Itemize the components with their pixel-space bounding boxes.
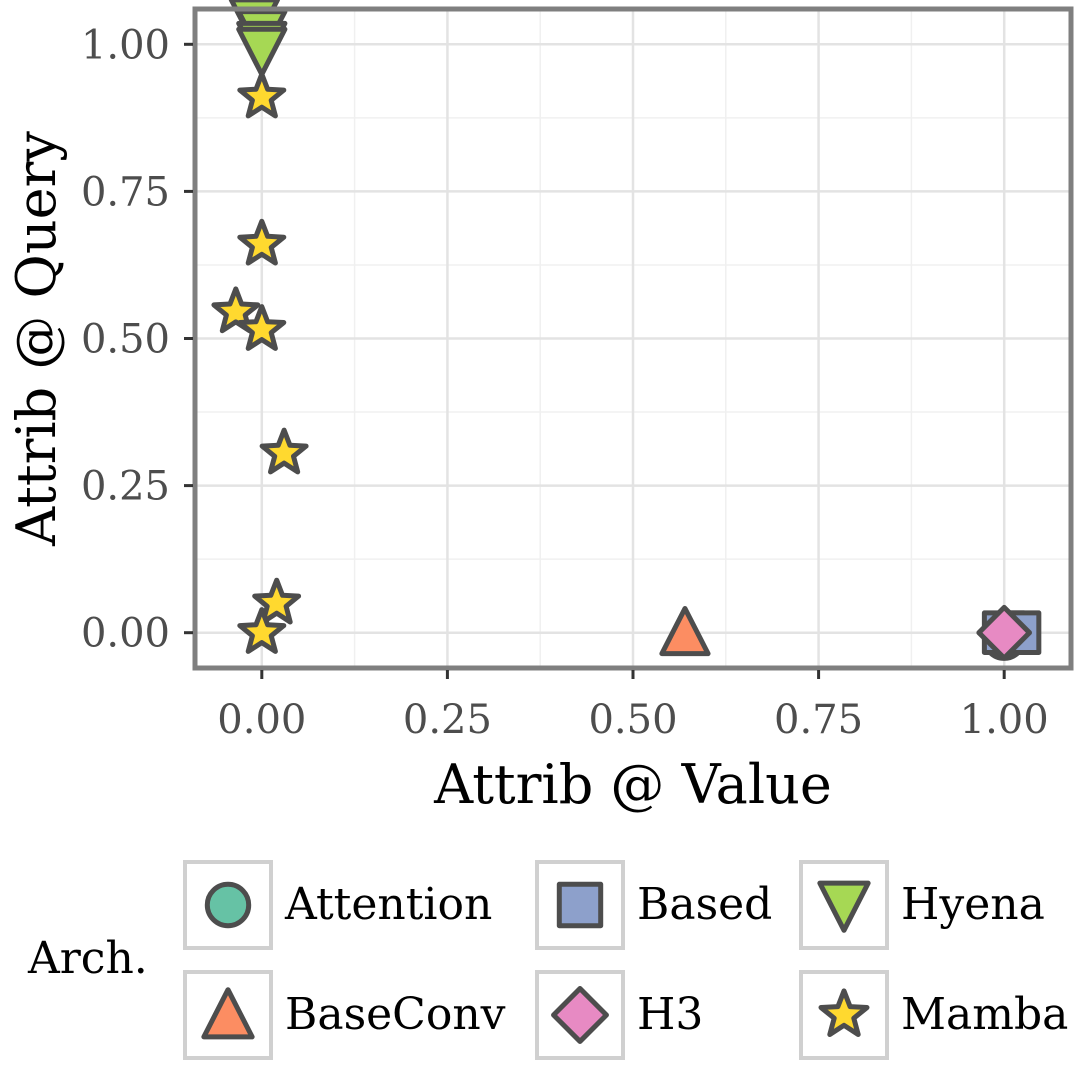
legend-label-h3: H3 [637, 989, 703, 1040]
legend-label-attention: Attention [284, 879, 492, 930]
x-tick-label: 0.25 [403, 697, 492, 743]
point-baseconv [659, 605, 711, 657]
legend: Arch. Attention Based Hyena BaseConv H3 Mamba [27, 860, 1068, 1060]
point-hyena [236, 26, 288, 77]
axis-ticks: 0.00 0.25 0.50 0.75 1.00 0.00 0.25 0.50 0.75 1.00 [81, 22, 1049, 743]
legend-key-box [183, 860, 273, 950]
point-mamba [237, 304, 287, 351]
x-tick-label: 1.00 [960, 697, 1049, 743]
legend-label-baseconv: BaseConv [285, 989, 506, 1040]
y-tick-label: 1.00 [81, 22, 170, 68]
y-tick-label: 0.50 [81, 317, 170, 363]
legend-marker-based [556, 881, 604, 929]
legend-marker-hyena [817, 880, 871, 933]
point-mamba [259, 427, 309, 475]
y-tick-label: 0.75 [81, 169, 170, 215]
point-h3 [976, 604, 1032, 661]
point-mamba [211, 286, 261, 334]
x-tick-label: 0.50 [588, 697, 677, 743]
legend-marker-baseconv [201, 987, 255, 1040]
legend-marker-h3 [551, 986, 609, 1044]
point-mamba [237, 71, 287, 119]
y-tick-label: 0.25 [81, 464, 170, 510]
point-mamba [237, 218, 287, 266]
legend-marker-attention [204, 881, 252, 929]
x-axis-title: Attrib @ Value [433, 753, 832, 816]
legend-title: Arch. [27, 933, 148, 984]
point-mamba [252, 577, 302, 625]
y-axis-title: Attrib @ Query [5, 131, 68, 547]
x-tick-label: 0.00 [217, 697, 306, 743]
legend-marker-mamba [818, 988, 870, 1037]
legend-label-based: Based [637, 879, 772, 930]
y-tick-label: 0.00 [81, 611, 170, 657]
legend-label-mamba: Mamba [901, 989, 1068, 1040]
legend-label-hyena: Hyena [901, 879, 1045, 930]
x-tick-label: 0.75 [774, 697, 863, 743]
grid-lines [195, 9, 1071, 668]
point-mamba [237, 607, 287, 654]
panel-border [192, 6, 1074, 671]
